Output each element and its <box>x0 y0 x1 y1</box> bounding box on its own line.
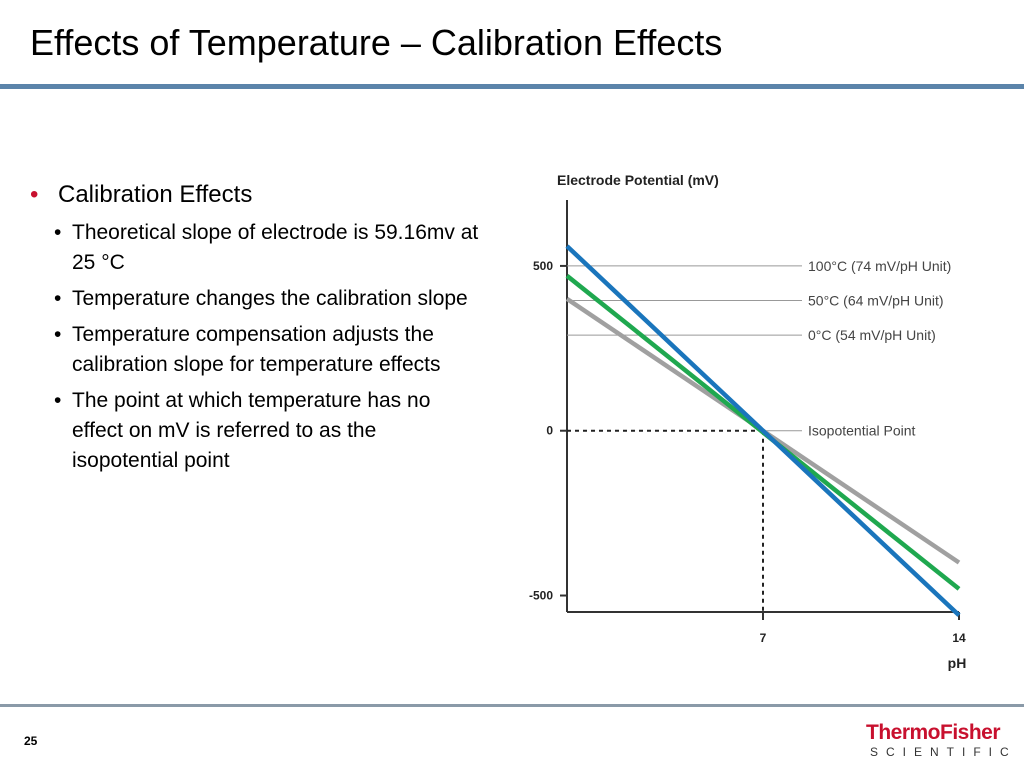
thermofisher-logo: ThermoFisher SCIENTIFIC <box>866 721 1017 760</box>
bullet-heading-text: Calibration Effects <box>58 181 253 208</box>
sub-bullet-text: The point at which temperature has no ef… <box>72 389 431 472</box>
sub-bullet: • Temperature changes the calibration slo… <box>30 284 485 314</box>
bullet-dot-icon: • <box>54 389 62 412</box>
x-axis-title: pH <box>948 655 967 671</box>
series-label: 100°C (74 mV/pH Unit) <box>808 258 951 274</box>
sub-bullet-list: • Theoretical slope of electrode is 59.16… <box>30 218 485 476</box>
bullet-list: • Calibration Effects • Theoretical slope… <box>30 180 485 482</box>
bullet-heading: • Calibration Effects <box>30 180 485 210</box>
y-tick-label: 0 <box>546 424 553 438</box>
sub-bullet: • Temperature compensation adjusts the ca… <box>30 320 485 380</box>
bullet-dot-icon: • <box>54 287 62 310</box>
series-line-0 <box>565 244 961 617</box>
slide-title: Effects of Temperature – Calibration Eff… <box>30 22 723 63</box>
sub-bullet: • Theoretical slope of electrode is 59.16… <box>30 218 485 278</box>
logo-brand-bottom: SCIENTIFIC <box>870 745 1017 759</box>
y-axis-title: Electrode Potential (mV) <box>557 172 719 188</box>
series-label: Isopotential Point <box>808 423 916 439</box>
bullet-dot-icon: • <box>54 323 62 346</box>
series-label: 0°C (54 mV/pH Unit) <box>808 327 936 343</box>
page-number: 25 <box>24 734 38 748</box>
footer-divider <box>0 704 1024 707</box>
sub-bullet: • The point at which temperature has no e… <box>30 386 485 476</box>
y-tick-label: 500 <box>533 259 553 273</box>
sub-bullet-text: Theoretical slope of electrode is 59.16m… <box>72 221 479 274</box>
sub-bullet-text: Temperature compensation adjusts the cal… <box>72 323 441 376</box>
bullet-dot-icon: • <box>54 221 62 244</box>
bullet-dot-icon: • <box>30 181 39 208</box>
series-label: 50°C (64 mV/pH Unit) <box>808 293 944 309</box>
sub-bullet-text: Temperature changes the calibration slop… <box>72 287 468 310</box>
y-tick-label: -500 <box>529 589 553 603</box>
logo-brand-top: ThermoFisher <box>866 721 1001 744</box>
electrode-potential-chart: Electrode Potential (mV) 500 0 -500 7 14 pH 100… <box>529 172 967 671</box>
x-tick-label: 7 <box>760 631 767 645</box>
title-divider <box>0 84 1024 89</box>
x-tick-label: 14 <box>952 631 966 645</box>
